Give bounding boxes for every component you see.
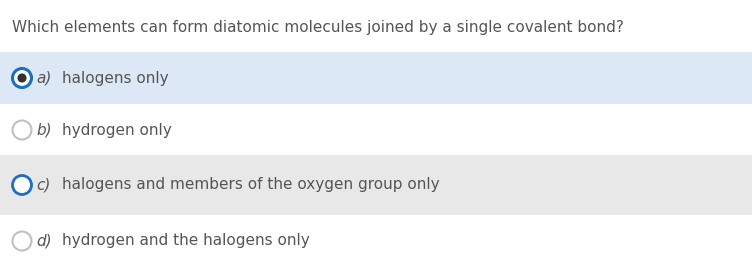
Ellipse shape bbox=[13, 175, 32, 194]
Text: b): b) bbox=[36, 122, 52, 137]
FancyBboxPatch shape bbox=[0, 155, 752, 215]
Text: halogens and members of the oxygen group only: halogens and members of the oxygen group… bbox=[62, 178, 440, 193]
Ellipse shape bbox=[13, 232, 32, 250]
Ellipse shape bbox=[13, 69, 32, 87]
FancyBboxPatch shape bbox=[0, 52, 752, 104]
Text: hydrogen only: hydrogen only bbox=[62, 122, 171, 137]
Text: d): d) bbox=[36, 233, 52, 249]
Text: a): a) bbox=[36, 70, 51, 86]
Text: c): c) bbox=[36, 178, 50, 193]
Ellipse shape bbox=[13, 121, 32, 140]
Text: halogens only: halogens only bbox=[62, 70, 168, 86]
Ellipse shape bbox=[17, 73, 26, 83]
Text: Which elements can form diatomic molecules joined by a single covalent bond?: Which elements can form diatomic molecul… bbox=[12, 20, 624, 35]
Text: hydrogen and the halogens only: hydrogen and the halogens only bbox=[62, 233, 310, 249]
